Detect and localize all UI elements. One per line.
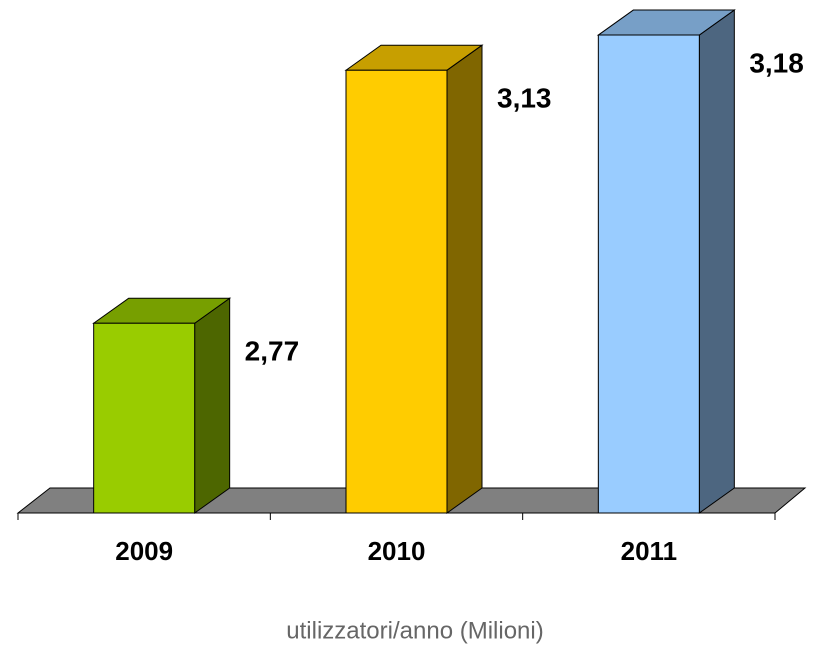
x-tick-label: 2011 <box>621 536 677 566</box>
value-label: 2,77 <box>245 336 300 367</box>
value-label: 3,13 <box>497 83 552 114</box>
bar <box>92 297 232 514</box>
x-tick-label: 2010 <box>368 536 426 566</box>
bar <box>596 9 736 514</box>
bar-front <box>597 34 700 514</box>
value-label: 3,18 <box>749 47 804 78</box>
bar-side <box>698 9 735 514</box>
bar-front <box>93 322 196 514</box>
bar-side <box>446 44 483 514</box>
x-axis-label: utilizzatori/anno (Milioni) <box>286 617 543 644</box>
bar-side <box>194 297 231 514</box>
bar <box>344 44 484 514</box>
bar-front <box>345 69 448 514</box>
x-tick-label: 2009 <box>115 536 173 566</box>
